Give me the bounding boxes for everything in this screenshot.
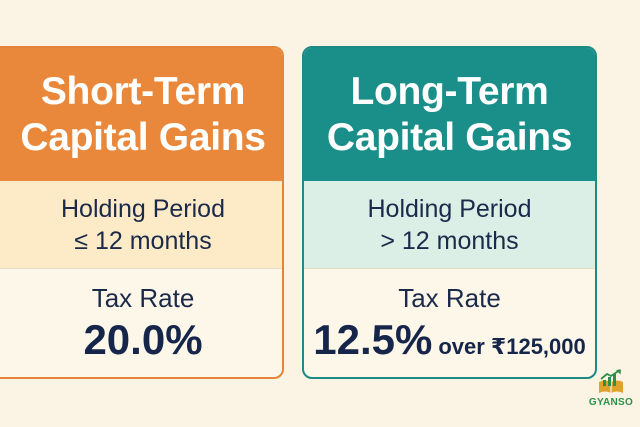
tax-rate-threshold: over ₹125,000 <box>438 334 586 359</box>
holding-period-value: > 12 months <box>380 226 519 255</box>
short-term-title-line2: Capital Gains <box>20 115 266 159</box>
tax-rate-line: 20.0% <box>83 317 202 363</box>
holding-period-label: Holding Period <box>61 194 225 223</box>
long-term-title-line2: Capital Gains <box>326 115 573 159</box>
brand-logo-text: GYANSO <box>588 397 634 408</box>
tax-rate-label: Tax Rate <box>91 283 195 313</box>
holding-period-value: ≤ 12 months <box>74 226 212 255</box>
short-term-tax-rate: Tax Rate 20.0% <box>0 269 282 377</box>
long-term-header: Long-Term Capital Gains <box>304 48 595 181</box>
long-term-title-line1: Long-Term <box>350 69 549 113</box>
book-growth-chart-icon <box>599 369 623 393</box>
long-term-holding-period: Holding Period > 12 months <box>304 181 595 269</box>
holding-period-label: Holding Period <box>367 194 532 223</box>
tax-rate-value: 20.0% <box>83 316 203 363</box>
short-term-title-line1: Short-Term <box>40 69 246 113</box>
long-term-card: Long-Term Capital Gains Holding Period >… <box>302 46 597 379</box>
tax-rate-label: Tax Rate <box>398 283 501 313</box>
tax-rate-value: 12.5% <box>313 316 433 363</box>
short-term-card: Short-Term Capital Gains Holding Period … <box>0 46 284 379</box>
long-term-title: Long-Term Capital Gains <box>326 69 573 161</box>
long-term-tax-rate: Tax Rate 12.5% over ₹125,000 <box>304 269 595 377</box>
short-term-title: Short-Term Capital Gains <box>20 69 266 161</box>
tax-rate-line: 12.5% over ₹125,000 <box>313 317 586 363</box>
brand-logo: GYANSO <box>586 368 636 418</box>
short-term-holding-period: Holding Period ≤ 12 months <box>0 181 282 269</box>
short-term-header: Short-Term Capital Gains <box>0 48 282 181</box>
